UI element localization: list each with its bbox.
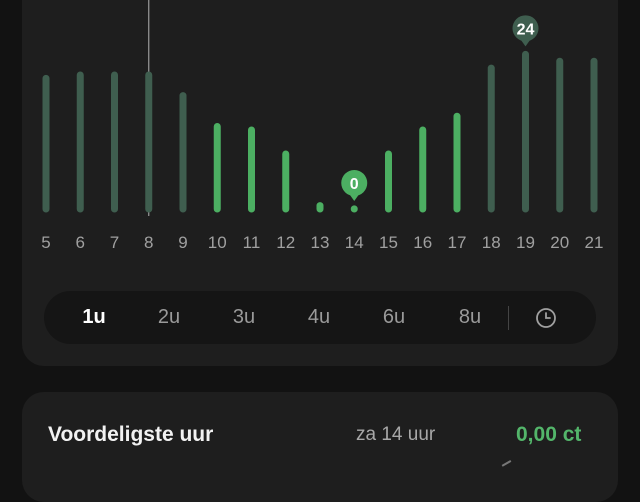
x-tick-label: 18: [482, 233, 501, 252]
x-tick-label: 6: [76, 233, 85, 252]
svg-text:24: 24: [517, 21, 535, 38]
tab-2u[interactable]: 2u: [157, 306, 181, 328]
tab-4u[interactable]: 4u: [307, 306, 331, 328]
x-tick-label: 15: [379, 233, 398, 252]
clock-icon[interactable]: [535, 307, 557, 329]
x-tick-label: 11: [243, 233, 261, 252]
tab-3u[interactable]: 3u: [232, 306, 256, 328]
x-tick-label: 5: [41, 233, 50, 252]
x-tick-label: 14: [345, 233, 364, 252]
x-tick-label: 12: [276, 233, 295, 252]
interval-tabs: 1u 2u 3u 4u 6u 8u: [44, 291, 596, 344]
x-tick-label: 16: [413, 233, 432, 252]
x-tick-label: 19: [516, 233, 535, 252]
x-tick-label: 17: [448, 233, 467, 252]
x-tick-label: 13: [311, 233, 330, 252]
tab-1u[interactable]: 1u: [82, 306, 106, 328]
cheapest-hour-time: za 14 uur: [356, 424, 436, 445]
value-label-hour-19: 24: [512, 15, 539, 47]
price-bar-chart[interactable]: 5 6 7 8 9 10 11 12 13 14 15 16 17 18 19 20 21 24 0: [0, 0, 640, 468]
x-tick-label: 20: [550, 233, 569, 252]
tab-8u[interactable]: 8u: [458, 306, 482, 328]
cheapest-hour-price: 0,00 ct: [516, 423, 582, 446]
cheapest-hour-card[interactable]: [22, 392, 618, 502]
x-tick-label: 7: [110, 233, 119, 252]
tab-6u[interactable]: 6u: [382, 306, 406, 328]
x-tick-label: 8: [144, 233, 153, 252]
x-tick-label: 21: [585, 233, 604, 252]
x-tick-label: 9: [178, 233, 187, 252]
svg-text:0: 0: [350, 176, 359, 193]
tab-divider: [508, 306, 509, 330]
cheapest-hour-title: Voordeligste uur: [48, 423, 214, 446]
x-tick-label: 10: [208, 233, 227, 252]
value-label-hour-14: 0: [341, 170, 368, 201]
